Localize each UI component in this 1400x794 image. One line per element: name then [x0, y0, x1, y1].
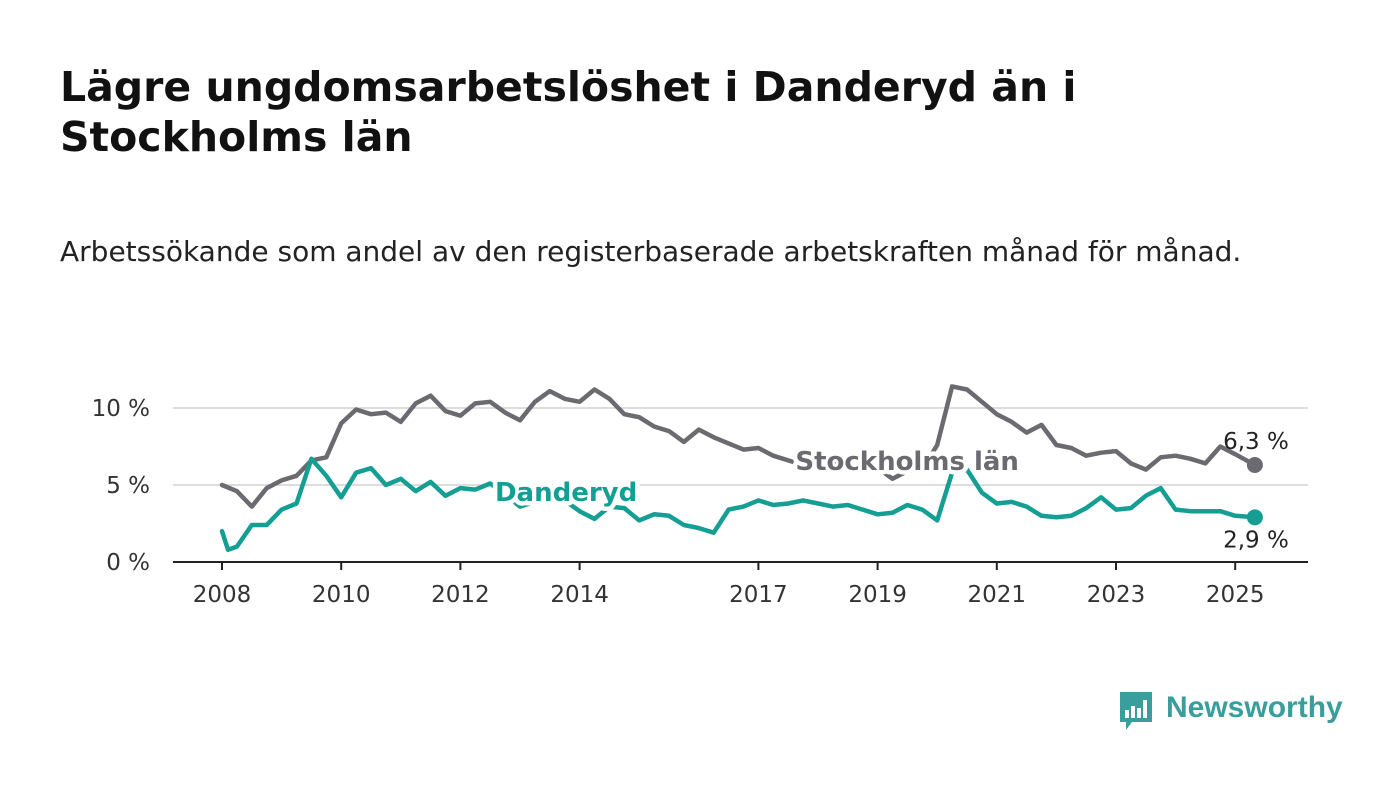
x-tick-label: 2025: [1206, 582, 1265, 608]
newsworthy-logo: Newsworthy: [1118, 690, 1343, 734]
series-line-danderyd: [219, 456, 1258, 552]
x-tick-label: 2023: [1087, 582, 1146, 608]
newsworthy-logo-icon: [1120, 692, 1152, 730]
series-label-danderyd: Danderyd: [495, 478, 637, 508]
end-value-label: 6,3 %: [1223, 429, 1289, 455]
gridlines: [173, 407, 1308, 486]
y-tick-label: 10 %: [92, 396, 150, 422]
chart-title: Lägre ungdomsarbetslöshet i Danderyd än …: [60, 63, 1077, 161]
x-tick-label: 2017: [729, 582, 788, 608]
y-tick-label: 5 %: [106, 473, 150, 499]
series-line-stockholms-l-n: [219, 384, 1258, 509]
y-tick-label: 0 %: [106, 550, 150, 576]
x-tick-label: 2014: [550, 582, 609, 608]
newsworthy-logo-text: Newsworthy: [1166, 691, 1343, 724]
end-point-stockholms-l-n: [1246, 456, 1263, 473]
x-tick-label: 2021: [968, 582, 1027, 608]
x-tick-label: 2010: [312, 582, 371, 608]
x-tick-label: 2008: [193, 582, 252, 608]
x-tick-label: 2012: [431, 582, 490, 608]
series-lines: [219, 384, 1263, 552]
series-label-stockholms-l-n: Stockholms län: [795, 447, 1019, 477]
chart-subtitle: Arbetssökande som andel av den registerb…: [60, 235, 1242, 268]
x-tick-label: 2019: [848, 582, 907, 608]
series-labels: 6,3 % 2,9 % Stockholms län Danderyd: [490, 429, 1289, 553]
end-value-label: 2,9 %: [1223, 527, 1289, 553]
axes: 0 % 5 % 10 % 2008 2010 2012 2014 2017 2019 2021 20…: [92, 396, 1308, 608]
end-point-danderyd: [1246, 509, 1263, 526]
